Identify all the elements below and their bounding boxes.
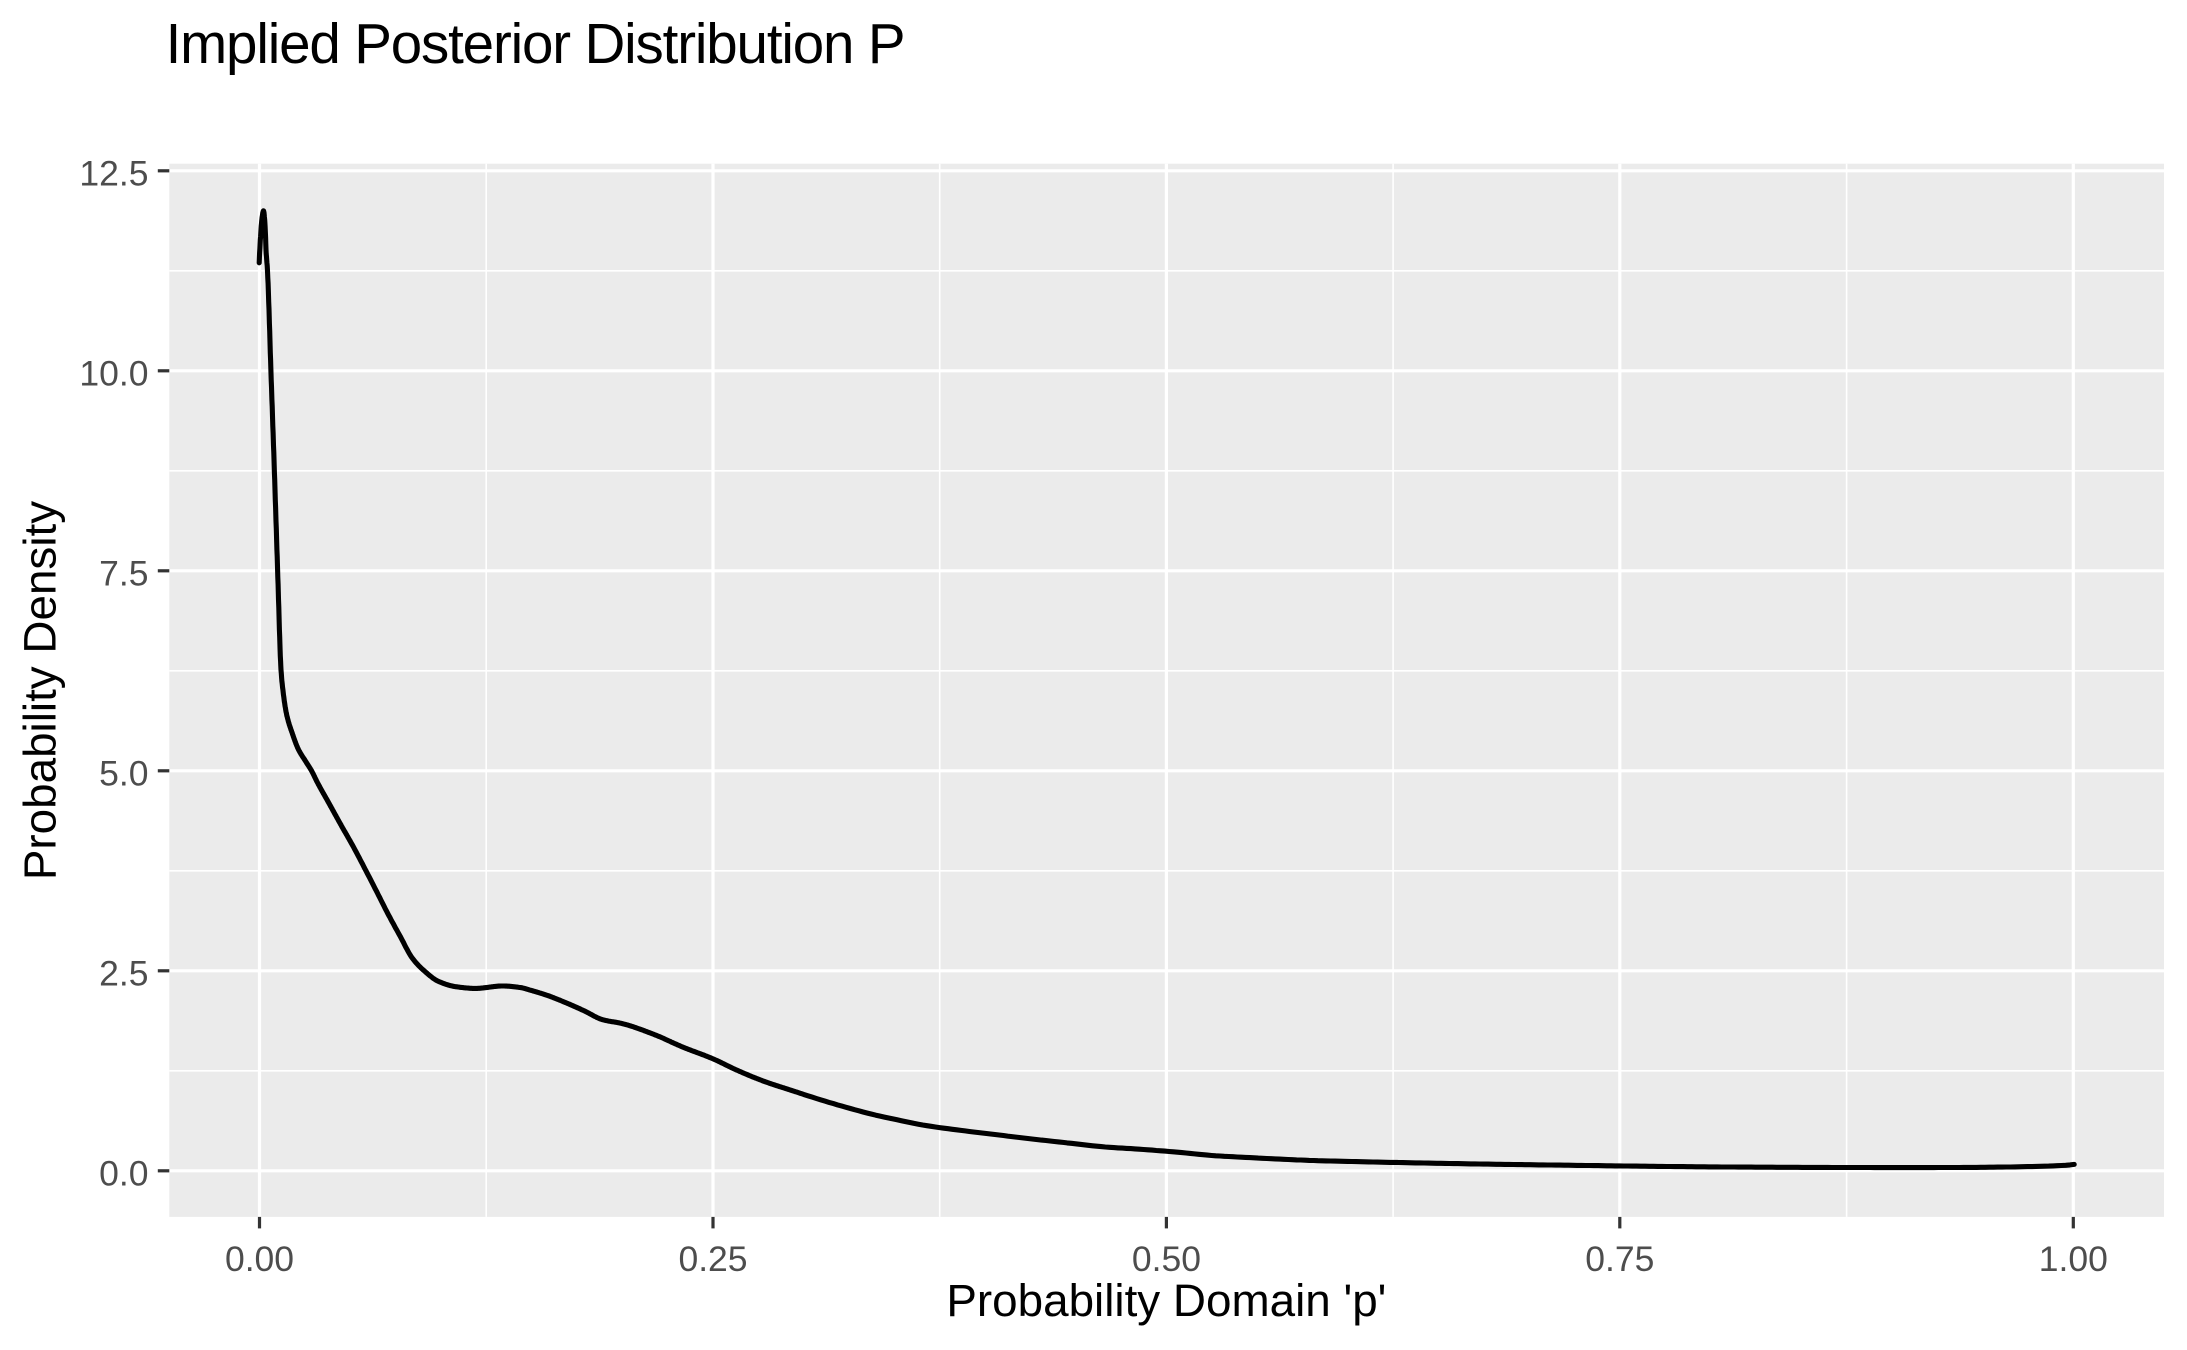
svg-text:5.0: 5.0 [99, 753, 148, 793]
svg-text:1.00: 1.00 [2039, 1239, 2108, 1279]
svg-text:Implied Posterior Distribution: Implied Posterior Distribution P [166, 12, 905, 75]
svg-text:10.0: 10.0 [79, 353, 148, 393]
svg-text:Probability Density: Probability Density [15, 501, 66, 880]
svg-text:0.75: 0.75 [1585, 1239, 1654, 1279]
svg-text:Probability Domain 'p': Probability Domain 'p' [946, 1275, 1386, 1326]
svg-text:12.5: 12.5 [79, 153, 148, 193]
svg-text:0.50: 0.50 [1132, 1239, 1201, 1279]
svg-text:7.5: 7.5 [99, 553, 148, 593]
svg-text:0.25: 0.25 [678, 1239, 747, 1279]
svg-text:0.0: 0.0 [99, 1153, 148, 1193]
svg-text:2.5: 2.5 [99, 953, 148, 993]
svg-text:0.00: 0.00 [225, 1239, 294, 1279]
